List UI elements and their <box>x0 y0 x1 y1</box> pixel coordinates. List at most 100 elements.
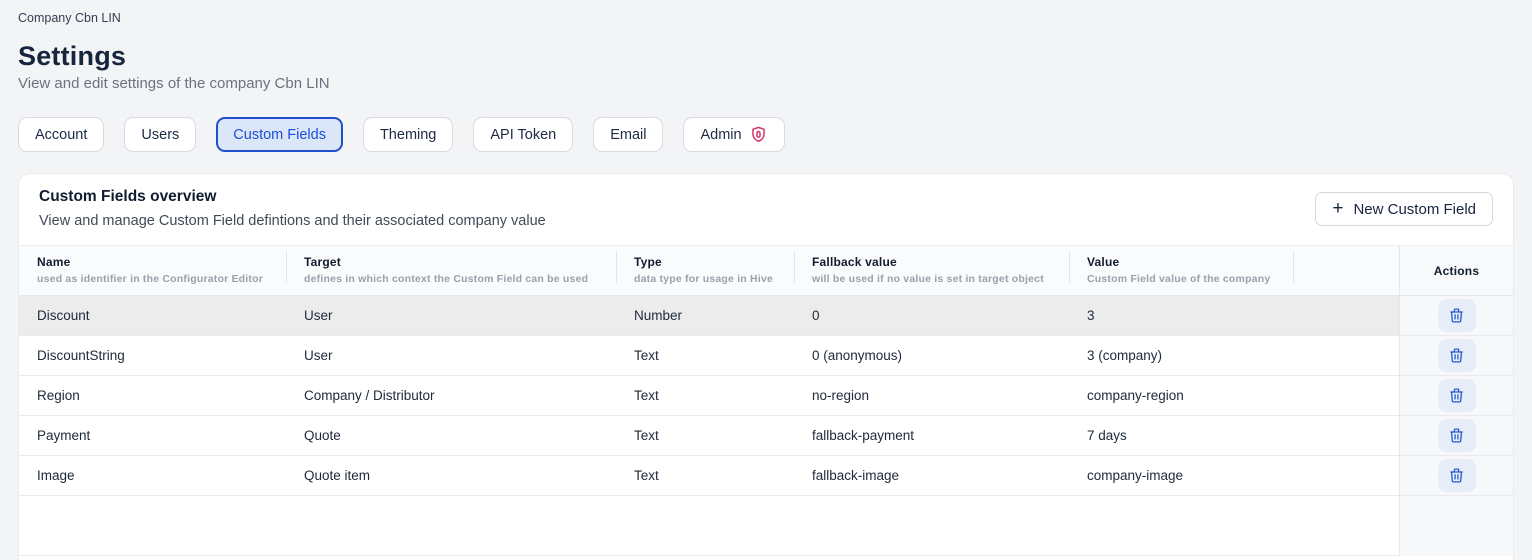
cell-target: Quote <box>304 428 341 443</box>
column-header-target: Target defines in which context the Custo… <box>286 246 616 295</box>
page-subtitle: View and edit settings of the company Cb… <box>18 75 330 92</box>
cell-spacer <box>1293 456 1399 495</box>
column-title: Type <box>634 255 662 269</box>
page-title: Settings <box>18 41 127 71</box>
trash-icon <box>1448 307 1465 324</box>
custom-fields-panel: Custom Fields overview View and manage C… <box>18 173 1514 560</box>
cell-fallback: fallback-image <box>812 468 900 483</box>
cell-target: Company / Distributor <box>304 388 435 403</box>
shield-icon <box>749 125 768 144</box>
column-header-type: Type data type for usage in Hive <box>616 246 794 295</box>
cell-type: Text <box>634 468 659 483</box>
cell-spacer <box>1293 296 1399 335</box>
column-subtitle: will be used if no value is set in targe… <box>812 273 1044 285</box>
tab-label: Email <box>610 126 647 143</box>
table-body: Discount User Number 0 3 DiscountString User Te… <box>19 296 1513 496</box>
column-title: Value <box>1087 255 1120 269</box>
column-title: Actions <box>1433 263 1480 278</box>
cell-value: company-region <box>1087 388 1184 403</box>
tab-label: Theming <box>379 126 437 143</box>
column-header-actions: Actions <box>1399 246 1513 295</box>
breadcrumb: Company Cbn LIN <box>18 11 121 25</box>
trash-icon <box>1448 427 1465 444</box>
tab-label: Admin <box>700 126 742 143</box>
cell-name: Image <box>37 468 75 483</box>
column-title: Name <box>37 255 71 269</box>
cell-actions <box>1399 416 1513 455</box>
tab-label: Custom Fields <box>233 126 326 143</box>
tab-theming[interactable]: Theming <box>362 117 454 152</box>
cell-actions <box>1399 456 1513 495</box>
column-subtitle: Custom Field value of the company <box>1087 273 1271 285</box>
cell-name: DiscountString <box>37 348 125 363</box>
tab-label: Users <box>141 126 180 143</box>
table-row-discountstring: DiscountString User Text 0 (anonymous) 3 (co… <box>19 336 1513 376</box>
cell-target: User <box>286 296 616 335</box>
column-header-fallback-value: Fallback value will be used if no value i… <box>794 246 1069 295</box>
actions-column-filler <box>1399 496 1513 556</box>
trash-icon <box>1448 467 1465 484</box>
cell-value: 7 days <box>1087 428 1127 443</box>
column-title: Fallback value <box>812 255 897 269</box>
new-custom-field-label: New Custom Field <box>1353 200 1476 218</box>
panel-title: Custom Fields overview <box>39 188 217 205</box>
cell-type: Number <box>616 296 794 335</box>
tab-api-token[interactable]: API Token <box>473 117 574 152</box>
cell-value: 3 (company) <box>1087 348 1163 363</box>
cell-name: Region <box>37 388 80 403</box>
cell-value: company-image <box>1087 468 1184 483</box>
cell-value: 3 <box>1069 296 1293 335</box>
column-header-name: Name used as identifier in the Configurat… <box>19 246 286 295</box>
trash-icon <box>1448 387 1465 404</box>
table-row-discount: Discount User Number 0 3 <box>19 296 1513 336</box>
tab-label: API Token <box>490 126 557 143</box>
column-header-value: Value Custom Field value of the company <box>1069 246 1293 295</box>
cell-spacer <box>1293 336 1399 375</box>
table-header-row: Name used as identifier in the Configurat… <box>19 245 1513 296</box>
table-row-image: Image Quote item Text fallback-image company… <box>19 456 1513 496</box>
cell-type: Text <box>634 348 659 363</box>
cell-fallback: 0 <box>794 296 1069 335</box>
panel-subtitle: View and manage Custom Field defintions … <box>39 213 546 229</box>
tab-custom-fields[interactable]: Custom Fields <box>216 117 343 152</box>
cell-type: Text <box>634 428 659 443</box>
cell-fallback: no-region <box>812 388 870 403</box>
cell-type: Text <box>634 388 659 403</box>
new-custom-field-button[interactable]: + New Custom Field <box>1315 192 1493 226</box>
delete-custom-field-button[interactable] <box>1437 419 1476 452</box>
delete-custom-field-button[interactable] <box>1437 299 1476 332</box>
column-title: Target <box>304 255 341 269</box>
column-subtitle: used as identifier in the Configurator E… <box>37 273 264 285</box>
cell-actions <box>1399 336 1513 375</box>
cell-name: Discount <box>19 296 286 335</box>
panel-header-text: Custom Fields overview View and manage C… <box>39 187 546 231</box>
column-subtitle: data type for usage in Hive <box>634 273 774 285</box>
cell-target: Quote item <box>304 468 371 483</box>
tab-label: Account <box>35 126 88 143</box>
cell-fallback: fallback-payment <box>812 428 915 443</box>
tab-account[interactable]: Account <box>18 117 105 152</box>
trash-icon <box>1448 347 1465 364</box>
tab-users[interactable]: Users <box>124 117 197 152</box>
column-subtitle: defines in which context the Custom Fiel… <box>304 273 589 285</box>
column-header-spacer <box>1293 246 1399 295</box>
panel-header: Custom Fields overview View and manage C… <box>19 174 1513 245</box>
cell-actions <box>1399 376 1513 415</box>
cell-name: Payment <box>37 428 91 443</box>
cell-actions <box>1399 296 1513 335</box>
plus-icon: + <box>1332 198 1344 219</box>
table-row-region: Region Company / Distributor Text no-region… <box>19 376 1513 416</box>
cell-spacer <box>1293 376 1399 415</box>
cell-fallback: 0 (anonymous) <box>812 348 903 363</box>
cell-target: User <box>304 348 333 363</box>
table-filler-row <box>19 496 1513 556</box>
tab-email[interactable]: Email <box>593 117 664 152</box>
delete-custom-field-button[interactable] <box>1437 459 1476 492</box>
settings-tabs: Account Users Custom Fields Theming API Toke… <box>18 117 1514 152</box>
tab-admin[interactable]: Admin <box>683 117 785 152</box>
delete-custom-field-button[interactable] <box>1437 339 1476 372</box>
delete-custom-field-button[interactable] <box>1437 379 1476 412</box>
table-row-payment: Payment Quote Text fallback-payment 7 days <box>19 416 1513 456</box>
cell-spacer <box>1293 416 1399 455</box>
